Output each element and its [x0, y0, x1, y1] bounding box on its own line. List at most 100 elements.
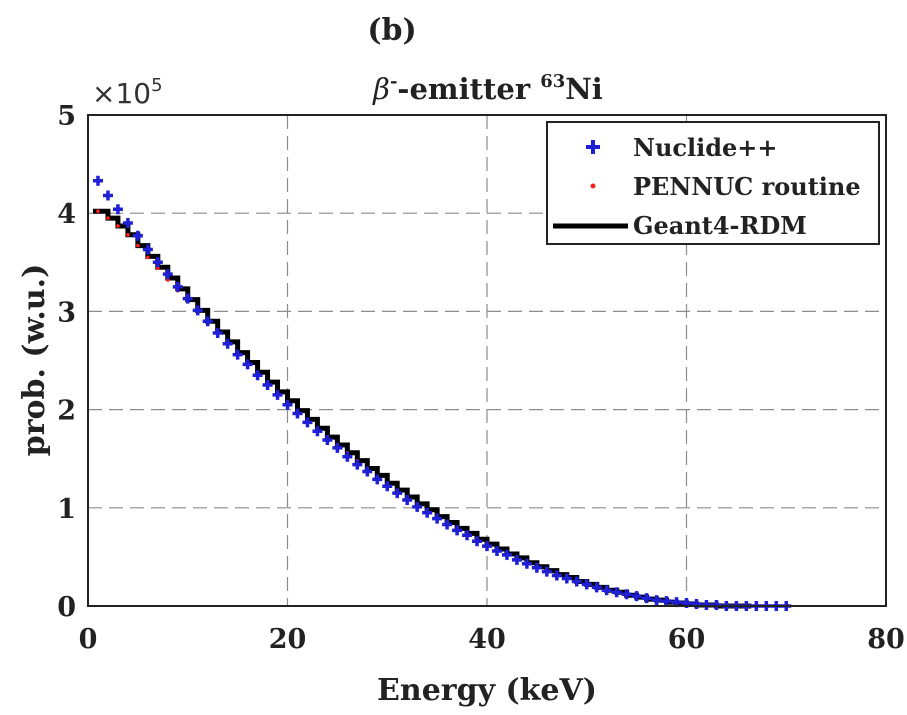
nuclide-point: [92, 175, 103, 186]
nuclide-point: [252, 370, 263, 381]
nuclide-point: [132, 230, 143, 241]
legend-label-pennuc: PENNUC routine: [633, 172, 861, 201]
tick-labels: 0 20 40 60 80 0 1 2 3 4 5: [57, 101, 905, 655]
pennuc-point: [106, 216, 110, 220]
nuclide-point: [442, 519, 453, 530]
nuclide-point: [482, 541, 492, 552]
nuclide-point: [122, 218, 133, 229]
title-mass-number: 63: [540, 71, 565, 92]
nuclide-point: [551, 570, 562, 581]
nuclide-point: [292, 408, 303, 419]
nuclide-point: [382, 481, 393, 492]
nuclide-point: [162, 269, 173, 280]
nuclide-point: [182, 293, 193, 304]
x-tick-label: 60: [668, 624, 706, 655]
title-beta-symbol: β: [372, 72, 390, 106]
legend-item-nuclide: Nuclide++: [586, 133, 778, 162]
nuclide-point: [362, 466, 373, 477]
nuclide-point: [432, 513, 443, 524]
legend-plus-icon: [586, 140, 600, 154]
nuclide-point: [392, 488, 403, 499]
nuclide-point: [631, 591, 642, 602]
nuclide-point: [601, 585, 612, 596]
y-exponent-power: 5: [151, 75, 162, 96]
legend: Nuclide++ PENNUC routine Geant4-RDM: [546, 121, 880, 245]
nuclide-point: [352, 459, 363, 470]
nuclide-point: [102, 190, 113, 201]
y-tick-label: 4: [57, 199, 76, 230]
nuclide-point: [561, 573, 572, 584]
nuclide-point: [222, 338, 233, 349]
nuclide-point: [372, 474, 383, 485]
title-element: Ni: [565, 72, 603, 106]
x-tick-label: 0: [79, 624, 98, 655]
nuclide-point: [691, 599, 702, 610]
nuclide-point: [651, 595, 662, 606]
y-tick-label: 2: [57, 396, 76, 427]
nuclide-point: [332, 442, 343, 453]
nuclide-point: [112, 204, 123, 215]
nuclide-point: [661, 596, 672, 607]
nuclide-point: [581, 579, 592, 590]
nuclide-point: [202, 316, 213, 327]
legend-item-geant4: Geant4-RDM: [553, 211, 807, 240]
nuclide-point: [212, 328, 223, 339]
x-axis-label: Energy (keV): [377, 673, 597, 708]
y-exponent-label: ×105: [92, 75, 163, 110]
pennuc-point: [136, 243, 140, 248]
nuclide-point: [312, 426, 323, 437]
nuclide-point: [282, 399, 293, 410]
legend-dot-icon: [590, 183, 596, 189]
legend-label-nuclide: Nuclide++: [633, 133, 778, 162]
x-tick-label: 80: [867, 624, 905, 655]
chart-title: β--emitter 63Ni: [372, 71, 603, 106]
nuclide-point: [402, 494, 413, 505]
nuclide-point: [342, 451, 353, 462]
nuclide-point: [511, 554, 522, 565]
nuclide-point: [621, 589, 632, 600]
pennuc-point: [96, 209, 100, 214]
nuclide-point: [571, 576, 582, 587]
nuclide-point: [641, 593, 652, 604]
nuclide-point: [501, 549, 512, 560]
panel-label: (b): [367, 13, 416, 48]
legend-item-pennuc: PENNUC routine: [590, 172, 861, 201]
y-tick-label: 5: [57, 101, 76, 132]
pennuc-point: [146, 255, 150, 260]
nuclide-point: [531, 562, 542, 573]
nuclide-point: [541, 566, 552, 577]
nuclide-point: [172, 281, 183, 292]
nuclide-point: [412, 501, 423, 512]
nuclide-point: [262, 380, 273, 391]
pennuc-point: [126, 233, 130, 237]
nuclide-point: [422, 507, 433, 518]
nuclide-point: [521, 558, 532, 569]
y-tick-label: 0: [57, 592, 76, 623]
nuclide-point: [242, 359, 253, 370]
x-tick-label: 40: [468, 624, 506, 655]
nuclide-point: [192, 305, 203, 316]
nuclide-point: [472, 536, 483, 547]
legend-label-geant4: Geant4-RDM: [633, 211, 807, 240]
plot-frame: [87, 114, 887, 607]
nuclide-point: [611, 587, 622, 598]
nuclide-point: [142, 244, 153, 255]
title-minus-superscript: -: [390, 71, 397, 92]
nuclide-point: [302, 417, 313, 428]
pennuc-point: [116, 224, 120, 228]
nuclide-point: [322, 435, 333, 446]
x-tick-label: 20: [269, 624, 307, 655]
nuclide-point: [232, 349, 243, 360]
y-tick-label: 3: [57, 297, 76, 328]
nuclide-point: [591, 582, 602, 593]
title-text: -emitter: [397, 72, 540, 106]
nuclide-point: [462, 530, 473, 541]
nuclide-point: [272, 389, 283, 400]
nuclide-point: [491, 546, 502, 557]
nuclide-point: [152, 257, 163, 268]
y-exponent-base: ×10: [92, 77, 151, 110]
y-tick-label: 1: [57, 494, 76, 525]
grid-lines: [88, 115, 886, 606]
y-axis-label: prob. (w.u.): [17, 264, 52, 457]
